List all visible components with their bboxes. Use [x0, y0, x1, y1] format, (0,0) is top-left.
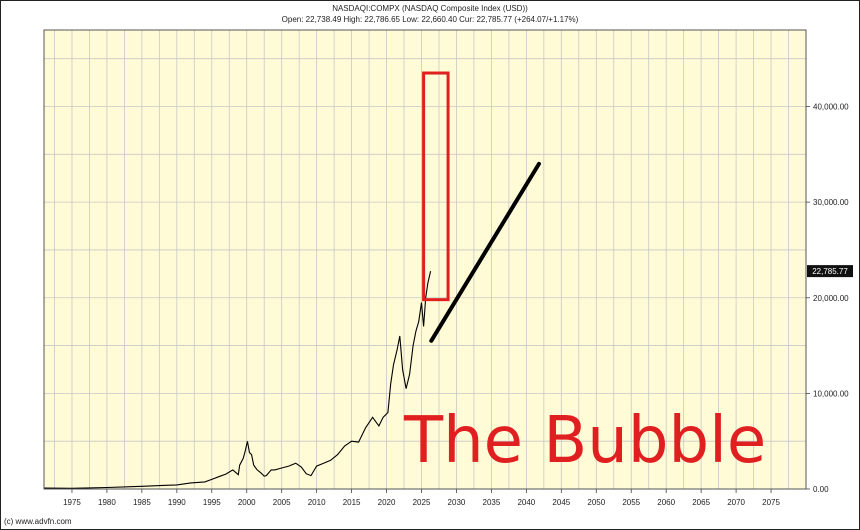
x-tick-label: 2050 [587, 498, 605, 507]
current-value-badge [807, 265, 853, 278]
chart-subtitle: Open: 22,738.49 High: 22,786.65 Low: 22,… [281, 15, 579, 24]
y-tick-label: 40,000.00 [813, 103, 849, 112]
bubble-annotation-text: The Bubble [403, 404, 766, 478]
x-tick-label: 2030 [448, 498, 466, 507]
x-tick-label: 2075 [762, 498, 780, 507]
series-line [43, 270, 432, 489]
highlight-box [422, 71, 450, 302]
x-tick-label: 2020 [378, 498, 396, 507]
current-value-label: 22,785.77 [812, 267, 848, 276]
x-tick-label: 2005 [273, 498, 291, 507]
y-tick-label: 30,000.00 [813, 198, 849, 207]
y-tick-label: 10,000.00 [813, 389, 849, 398]
x-tick-label: 1975 [63, 498, 81, 507]
x-tick-label: 2070 [727, 498, 745, 507]
trend-line [429, 161, 541, 343]
annotations: The Bubble [403, 71, 766, 478]
x-tick-label: 1990 [168, 498, 186, 507]
x-tick-label: 2055 [622, 498, 640, 507]
y-tick-label: 20,000.00 [813, 294, 849, 303]
y-axis-ticks: 0.00 10,000.00 20,000.00 30,000.00 40,000.00 [806, 103, 849, 494]
x-tick-label: 1995 [203, 498, 221, 507]
copyright-text: (c) www.advfn.com [4, 517, 72, 526]
plot-border [43, 29, 807, 490]
x-tick-label: 2000 [238, 498, 256, 507]
grid-lines [44, 30, 806, 489]
x-tick-label: 1980 [98, 498, 116, 507]
chart-title: NASDAQI:COMPX (NASDAQ Composite Index (U… [332, 4, 528, 13]
x-tick-label: 2035 [483, 498, 501, 507]
x-tick-label: 2045 [552, 498, 570, 507]
x-tick-label: 2010 [308, 498, 326, 507]
current-value-marker: 22,785.77 [807, 265, 853, 278]
x-tick-label: 2060 [657, 498, 675, 507]
x-tick-label: 1985 [133, 498, 151, 507]
y-tick-label: 0.00 [813, 485, 829, 494]
x-tick-label: 2015 [343, 498, 361, 507]
x-tick-label: 2040 [517, 498, 535, 507]
x-axis-ticks: 1975 1980 1985 1990 1995 2000 2005 2010 2015 2020… [63, 489, 780, 507]
x-tick-label: 2065 [692, 498, 710, 507]
x-tick-label: 2025 [413, 498, 431, 507]
